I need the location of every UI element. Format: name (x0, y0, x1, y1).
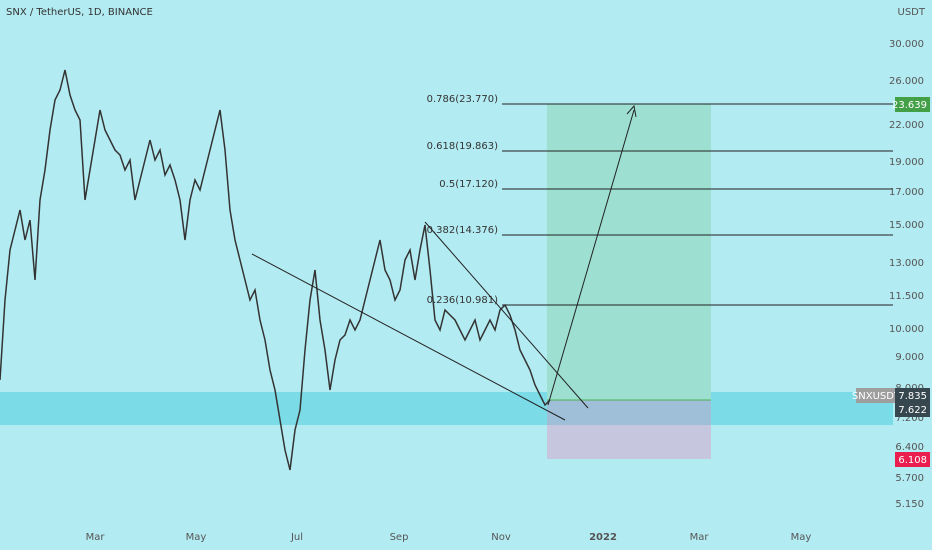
chart-title: SNX / TetherUS, 1D, BINANCE (6, 7, 153, 18)
price-label: 6.400 (895, 442, 924, 453)
time-label: May (186, 532, 207, 543)
target-price: 23.639 (892, 100, 927, 111)
time-label: Sep (390, 532, 409, 543)
price-label: 7.200 (895, 413, 924, 424)
fib-label: 0.5(17.120) (439, 179, 498, 190)
price-label: 22.000 (889, 120, 924, 131)
support-zone (0, 392, 893, 425)
price-label: 15.000 (889, 220, 924, 231)
entry-price: 7.622 (898, 405, 927, 416)
time-label: Mar (690, 532, 710, 543)
price-label: 5.150 (895, 499, 924, 510)
price-label: 19.000 (889, 157, 924, 168)
price-tags: 23.639 SNXUSDT 7.835 7.622 6.108 (852, 97, 930, 467)
fib-label: 0.382(14.376) (427, 225, 499, 236)
price-label: 30.000 (889, 39, 924, 50)
currency: USDT (898, 7, 926, 18)
stop-tag (895, 452, 930, 467)
price-label: 5.700 (895, 473, 924, 484)
fib-label: 0.618(19.863) (427, 141, 499, 152)
time-label: May (791, 532, 812, 543)
time-label: Mar (86, 532, 106, 543)
drawings (251, 104, 637, 421)
price-label: 13.000 (889, 258, 924, 269)
target-tag (895, 97, 930, 112)
profit-zone (547, 104, 711, 400)
fib-labels: 0.786(23.770) 0.618(19.863) 0.5(17.120) … (427, 94, 499, 306)
entry-tag (895, 402, 930, 417)
price-label: 11.500 (889, 291, 924, 302)
price-axis: USDT 30.000 26.000 22.000 19.000 17.000 … (889, 7, 926, 510)
symbol-tag (856, 388, 895, 403)
price-label: 17.000 (889, 187, 924, 198)
last-price: 7.835 (898, 391, 927, 402)
overlap-zone (547, 400, 711, 425)
price-label: 26.000 (889, 76, 924, 87)
time-label: Jul (290, 532, 303, 543)
price-path (0, 69, 551, 471)
time-label: Nov (491, 532, 511, 543)
price-label: 9.000 (895, 352, 924, 363)
price-label: 10.000 (889, 324, 924, 335)
stop-price: 6.108 (898, 455, 927, 466)
fib-label: 0.236(10.981) (427, 295, 499, 306)
last-tag (895, 388, 930, 403)
fib-label: 0.786(23.770) (427, 94, 499, 105)
symbol-label: SNXUSDT (852, 391, 901, 402)
time-axis: Mar May Jul Sep Nov 2022 Mar May (86, 532, 812, 543)
time-label: 2022 (589, 532, 617, 543)
fib-lines (502, 103, 893, 306)
